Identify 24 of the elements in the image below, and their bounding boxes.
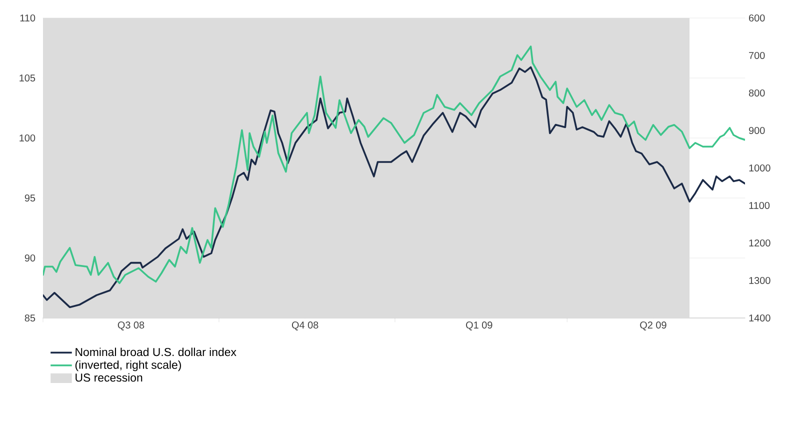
legend-label: US recession [76,373,142,382]
y2-tick-label: 1000 [749,164,770,172]
y-tick-label: 105 [20,74,36,82]
y2-tick-label: 1100 [749,202,770,210]
x-tick-label: Q1 09 [466,322,492,330]
y2-tick-label: 900 [749,126,765,134]
x-tick-label: Q4 08 [292,322,318,330]
y-tick-label: 95 [24,194,36,202]
y-tick-label: 110 [20,14,36,22]
legend-label: (inverted, right scale) [75,360,181,372]
y2-tick-label: 800 [748,89,765,97]
y2-tick-label: 600 [749,14,765,22]
y2-tick-label: 1200 [749,239,770,247]
line-series [43,66,746,308]
y2-tick-label: 1300 [749,276,770,284]
y-tick-label: 85 [24,314,36,322]
legend-label: Nominal broad U.S. dollar index [76,348,236,356]
y-tick-label: 100 [20,134,36,142]
y2-tick-label: 700 [749,52,765,60]
y-tick-label: 90 [24,254,36,262]
line-series [43,46,746,284]
x-tick-label: Q3 08 [118,322,144,330]
y2-tick-label: 1400 [749,314,770,322]
x-tick-label: Q2 09 [640,322,666,330]
